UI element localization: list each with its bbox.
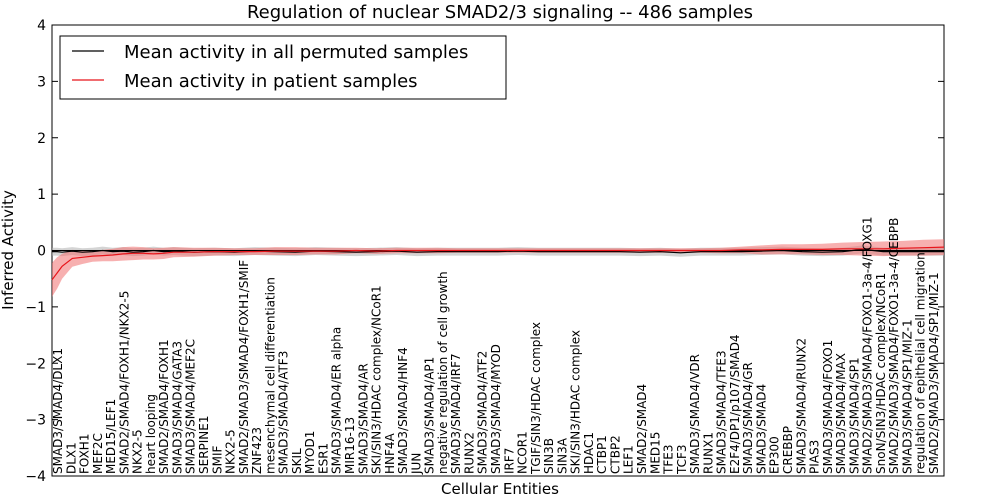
x-axis-label: Cellular Entities — [441, 480, 559, 498]
x-category-label: MYOD1 — [303, 431, 317, 474]
x-category-label: ESR1 — [317, 443, 331, 474]
x-category-label: SMAD2/SMAD4/FOXH1 — [157, 339, 171, 474]
x-category-label: SMAD2/SMAD3/SMAD4/FOXO1-3a-4/CEBPB — [887, 218, 901, 474]
y-tick-label: −1 — [25, 300, 46, 316]
x-category-label: ZNF423 — [250, 427, 264, 474]
x-category-label: SMAD2/SMAD3/SMAD4/FOXO1-3a-4/FOXG1 — [861, 217, 875, 474]
x-category-label: HNF4A — [383, 432, 397, 474]
x-category-label: TCF3 — [675, 444, 689, 475]
x-category-label: SERPINE1 — [197, 415, 211, 474]
x-category-label: SMAD2/SMAD3/SMAD4/SP1/MIZ-1 — [927, 272, 941, 474]
x-category-label: SMAD3/SMAD4/AP1 — [423, 357, 437, 474]
x-category-label: NKX2-5 — [224, 429, 238, 474]
x-category-label: SMAD3/SMAD4/ATF2 — [476, 351, 490, 474]
x-category-label: SMAD2/SMAD4/FOXH1/NKX2-5 — [117, 291, 131, 474]
x-category-label: SMAD3/SMAD4/VDR — [688, 354, 702, 474]
y-tick-label: 4 — [37, 18, 46, 34]
x-category-label: SKI/SIN3/HDAC complex — [569, 330, 583, 474]
x-category-label: CREBBP — [781, 426, 795, 474]
x-category-label: SMAD3/SMAD4/TFE3 — [715, 350, 729, 474]
x-category-label: RUNX1 — [701, 432, 715, 474]
x-category-label: TFE3 — [662, 445, 676, 475]
x-category-label: regulation of epithelial cell migration — [914, 252, 928, 474]
line-layer — [51, 246, 945, 281]
x-category-label: SMAD3/SMAD4/IRF7 — [449, 353, 463, 474]
x-category-label: SIN3B — [542, 438, 556, 474]
x-category-label: SMAD3/SMAD4/MEF2C — [184, 339, 198, 474]
x-category-label: DLX1 — [64, 442, 78, 474]
series-line-patient — [51, 246, 945, 281]
x-category-label: SMAD3/SMAD4 — [755, 384, 769, 474]
x-category-label: MED15 — [648, 432, 662, 474]
y-axis-ticks: 4 3 2 1 0 −1 −2 −3 −4 — [25, 18, 944, 485]
y-tick-label: 1 — [37, 187, 46, 203]
legend-box — [59, 35, 507, 100]
x-category-label: SMAD3/SMAD4/SP1/MIZ-1 — [901, 319, 915, 474]
x-category-label: SMAD3/SMAD4/DLX1 — [51, 348, 65, 474]
x-category-label: SMAD3/SMAD4/GR — [741, 362, 755, 474]
x-category-label: NKX2-5 — [131, 429, 145, 474]
y-axis-label: Inferred Activity — [0, 190, 17, 310]
x-category-label: SMIF — [210, 445, 224, 474]
x-category-label: SnoN/SIN3/HDAC complex/NCoR1 — [874, 273, 888, 474]
y-tick-label: 2 — [37, 131, 46, 147]
x-category-label: TGIF/SIN3/HDAC complex — [529, 322, 543, 475]
x-category-label: SMAD3/SMAD4/GATA3 — [171, 341, 185, 474]
legend: Mean activity in all permuted samples Me… — [59, 35, 507, 100]
x-category-label: SMAD3/SMAD4/ER alpha — [330, 327, 344, 474]
x-category-label: MED15/LEF1 — [104, 399, 118, 474]
y-tick-label: −4 — [25, 469, 46, 485]
x-category-label: NCOR1 — [516, 431, 530, 474]
x-category-label: heart looping — [144, 394, 158, 474]
x-category-label: RUNX2 — [463, 432, 477, 474]
x-category-label: SMAD3/SMAD4/AR — [356, 363, 370, 474]
x-category-label: SMAD2/SMAD3/SMAD4/FOXH1/SMIF — [237, 260, 251, 474]
x-category-label: SMAD3/SMAD4/RUNX2 — [794, 338, 808, 474]
x-category-label: negative regulation of cell growth — [436, 271, 450, 474]
chart-title: Regulation of nuclear SMAD2/3 signaling … — [247, 2, 753, 23]
x-category-label: SMAD3/SMAD4/HNF4 — [396, 347, 410, 474]
x-category-label: CTBP1 — [595, 435, 609, 474]
x-category-label: SKI/SIN3/HDAC complex/NCoR1 — [370, 285, 384, 474]
legend-label-patient: Mean activity in patient samples — [124, 71, 418, 92]
band-patient — [52, 239, 944, 297]
x-category-label: SMAD3/SMAD4/FOXO1 — [821, 340, 835, 474]
x-category-label: SIN3A — [555, 437, 569, 474]
x-category-label: PIAS3 — [808, 440, 822, 474]
x-category-label: IRF7 — [502, 448, 516, 474]
x-category-label: MIR16-13 — [343, 417, 357, 474]
y-tick-label: 3 — [37, 74, 46, 90]
band-layer — [52, 239, 944, 297]
x-category-label: CTBP2 — [609, 435, 623, 474]
y-tick-label: 0 — [37, 244, 46, 260]
series-line-permuted — [52, 248, 944, 254]
x-category-label: HDAC1 — [582, 432, 596, 474]
x-category-label: LEF1 — [622, 445, 636, 474]
legend-label-permuted: Mean activity in all permuted samples — [124, 42, 468, 63]
y-tick-label: −2 — [25, 356, 46, 372]
x-category-label: mesenchymal cell differentiation — [263, 277, 277, 474]
x-category-label: FOXH1 — [78, 434, 92, 474]
x-category-label: EP300 — [768, 436, 782, 474]
x-category-label: MEF2C — [91, 433, 105, 474]
x-category-label: SMAD3/SMAD4/MAX — [834, 353, 848, 474]
x-category-label: SMAD2/SMAD4 — [635, 384, 649, 474]
x-category-label: E2F4/DP1/p107/SMAD4 — [728, 334, 742, 474]
x-category-label: SMAD3/SMAD4/SP1 — [847, 357, 861, 474]
x-category-label: SMAD3/SMAD4/MYOD — [489, 344, 503, 474]
x-axis-category-labels: SMAD3/SMAD4/DLX1 DLX1 FOXH1 MEF2C MED15/LEF1… — [51, 217, 941, 475]
x-category-label: SKIL — [290, 448, 304, 474]
y-tick-label: −3 — [25, 413, 46, 429]
x-category-label: SMAD3/SMAD4/ATF3 — [277, 351, 291, 474]
x-category-label: JUN — [409, 453, 423, 475]
